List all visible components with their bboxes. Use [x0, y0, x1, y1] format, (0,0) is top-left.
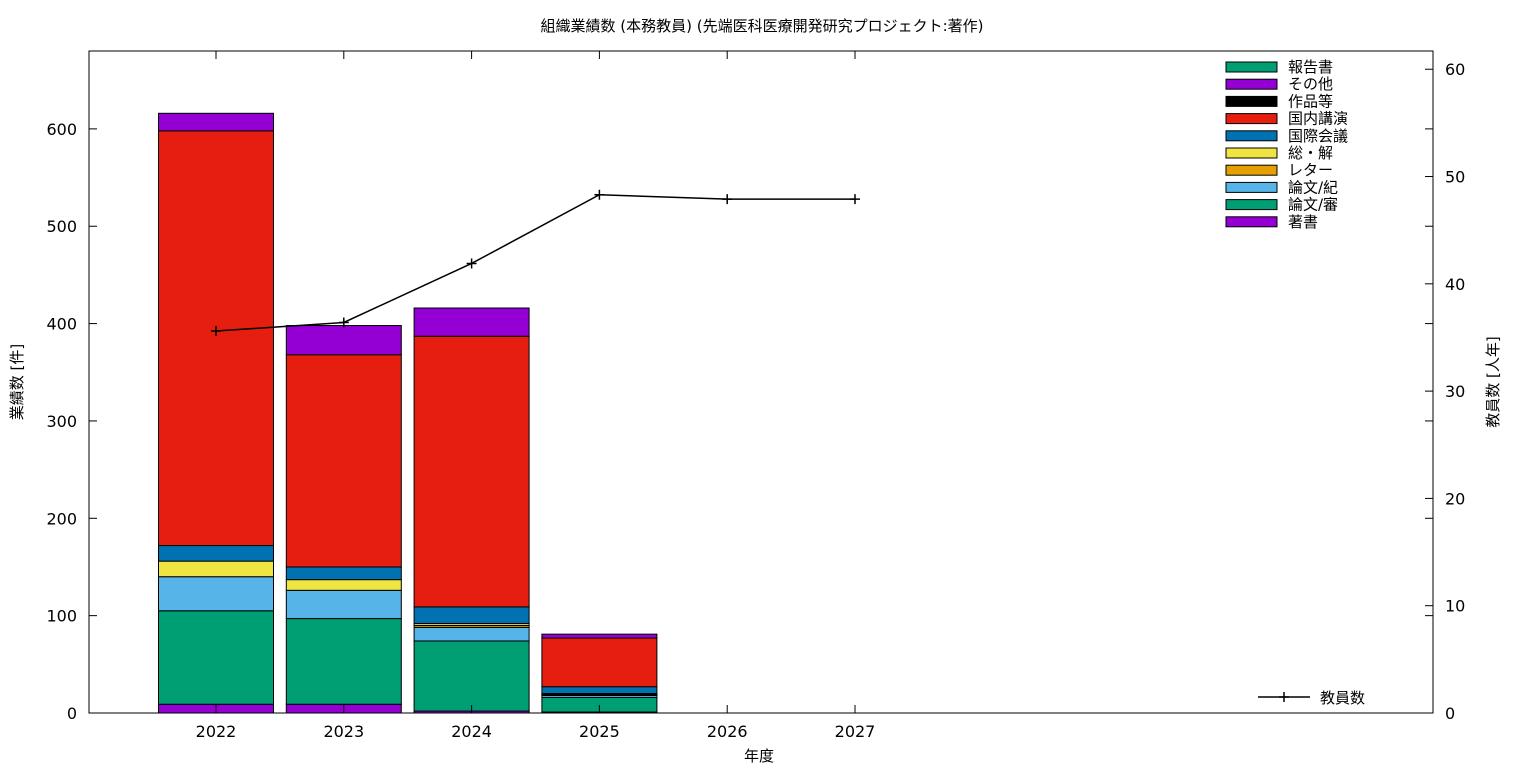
- staff-point: [850, 194, 860, 205]
- staff-point: [722, 194, 733, 205]
- plot-frame: [88, 50, 1434, 714]
- y-tick-label: 200: [46, 509, 77, 528]
- legend-swatch: [1225, 147, 1278, 159]
- y-tick-label: 600: [46, 120, 77, 139]
- legend-label: 国内講演: [1288, 110, 1348, 128]
- bar-segment: [541, 633, 658, 639]
- bar-segment: [413, 307, 530, 337]
- x-tick-label: 2022: [196, 722, 237, 741]
- legend-label: 論文/紀: [1288, 178, 1338, 196]
- legend-swatch: [1225, 95, 1278, 107]
- bar-segment: [285, 618, 402, 705]
- bar-segment: [285, 354, 402, 568]
- y-tick-label: 100: [46, 607, 77, 626]
- y2-tick-label: 50: [1445, 168, 1465, 187]
- x-tick-label: 2023: [323, 722, 364, 741]
- y2-axis-label: 教員数 [人年]: [1484, 336, 1502, 427]
- legend-swatch: [1225, 130, 1278, 142]
- bar-segment: [158, 576, 274, 612]
- staff-line: [211, 189, 860, 337]
- y2-tick-label: 10: [1445, 597, 1465, 616]
- bar-segment: [413, 606, 530, 624]
- chart-bars: [158, 112, 658, 714]
- bar-segment: [158, 112, 274, 132]
- y-tick-label: 0: [67, 704, 77, 723]
- axes: 0 100 200 300 400 500 600 0 10 20 30 40 50 60 2022 2023…: [46, 51, 1465, 741]
- legend-line-marker: [1279, 692, 1289, 702]
- y2-tick-label: 0: [1445, 704, 1455, 723]
- legend-swatch: [1225, 164, 1278, 176]
- legend-label: 作品等: [1288, 92, 1333, 110]
- legend-swatch: [1225, 216, 1278, 228]
- legend-label: レター: [1288, 161, 1333, 179]
- x-tick-label: 2027: [835, 722, 876, 741]
- legend-swatch: [1225, 181, 1278, 193]
- legend-swatch: [1225, 61, 1278, 73]
- bar-segment: [285, 325, 402, 356]
- legend-label-staff: 教員数: [1320, 689, 1365, 707]
- staff-point: [466, 258, 477, 269]
- staff-point: [211, 326, 221, 337]
- legend-label: 総・解: [1288, 144, 1333, 162]
- legend-label: 報告書: [1288, 58, 1333, 76]
- bar-segment: [285, 566, 402, 581]
- x-tick-label: 2024: [451, 722, 492, 741]
- y2-tick-label: 60: [1445, 60, 1465, 79]
- x-tick-label: 2025: [579, 722, 620, 741]
- bar-segment: [285, 579, 402, 591]
- y2-tick-label: 40: [1445, 275, 1465, 294]
- legend-swatch: [1225, 78, 1278, 90]
- legend-swatch: [1225, 113, 1278, 125]
- chart-title: 組織業績数 (本務教員) (先端医科医療開発研究プロジェクト:著作): [540, 17, 983, 35]
- staff-point: [594, 189, 605, 200]
- legend-label: その他: [1288, 75, 1333, 93]
- y-tick-label: 300: [46, 412, 77, 431]
- legend-label: 論文/審: [1288, 196, 1338, 214]
- bar-segment: [285, 589, 402, 620]
- bar-segment: [158, 130, 274, 547]
- bar-segment: [541, 686, 658, 695]
- legend-label: 国際会議: [1288, 127, 1348, 145]
- y2-tick-label: 20: [1445, 489, 1465, 508]
- bar-segment: [158, 545, 274, 562]
- bar-segment: [541, 637, 658, 688]
- y-tick-label: 500: [46, 217, 77, 236]
- bar-segment: [413, 626, 530, 642]
- y-tick-label: 400: [46, 315, 77, 334]
- bar-segment: [413, 335, 530, 608]
- legend-label: 著書: [1288, 213, 1318, 231]
- staff-point: [338, 317, 349, 328]
- y-axis-label: 業績数 [件]: [8, 344, 26, 420]
- bar-segment: [158, 560, 274, 578]
- y2-tick-label: 30: [1445, 382, 1465, 401]
- x-axis-label: 年度: [744, 747, 774, 765]
- bar-segment: [413, 640, 530, 712]
- legend-swatch: [1225, 199, 1278, 211]
- x-tick-label: 2026: [707, 722, 748, 741]
- staff-line-path: [215, 194, 855, 332]
- bar-segment: [158, 610, 274, 705]
